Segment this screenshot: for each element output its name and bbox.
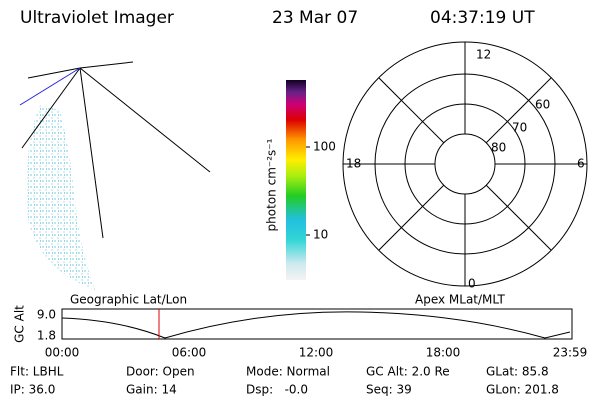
altitude-curve [61,311,571,339]
auroral-image [26,105,95,290]
status-field: Seq: 39 [366,383,412,397]
timeline-x-label: 18:00 [426,346,461,360]
timeline-y-label: 9.0 [37,308,56,322]
time: 04:37:19 UT [430,8,535,28]
timeline-x-label: 12:00 [299,346,334,360]
status-field: GC Alt: 2.0 Re [366,365,450,379]
timeline-x-label: 00:00 [45,346,80,360]
timeline-title: Apex MLat/MLT [415,293,505,307]
status-field: GLon: 201.8 [486,383,559,397]
status-field: Dsp: -0.0 [246,383,308,397]
timeline-x-label: 23:59 [553,346,588,360]
status-field: Mode: Normal [246,365,330,379]
lat-label: 80 [491,141,506,155]
timeline-x-label: 06:00 [172,346,207,360]
lat-label: 60 [535,98,550,112]
status-field: GLat: 85.8 [486,365,549,379]
status-field: IP: 36.0 [10,383,55,397]
mlt-label: 6 [577,157,585,171]
timeline-title: Geographic Lat/Lon [70,293,187,307]
polar-grid [342,41,588,287]
lat-label: 70 [512,121,527,135]
status-field: Flt: LBHL [10,365,64,379]
date: 23 Mar 07 [272,8,358,28]
title: Ultraviolet Imager [20,8,174,28]
status-field: Gain: 14 [126,383,177,397]
colorbar [286,80,306,280]
timeline-y-label: 1.8 [37,329,56,343]
colorbar-label: photon cm⁻²s⁻¹ [265,138,279,231]
mlt-label: 18 [346,157,361,171]
terminator-line [19,67,81,106]
timeline-frame [61,308,573,340]
status-field: Door: Open [126,365,195,379]
mlt-label: 0 [468,277,476,291]
colorbar-tick-label: 10 [313,228,328,242]
geo-grid [21,61,211,239]
mlt-label: 12 [476,48,491,62]
timeline-y-title: GC Alt [13,305,27,343]
colorbar-tick-label: 100 [313,140,336,154]
